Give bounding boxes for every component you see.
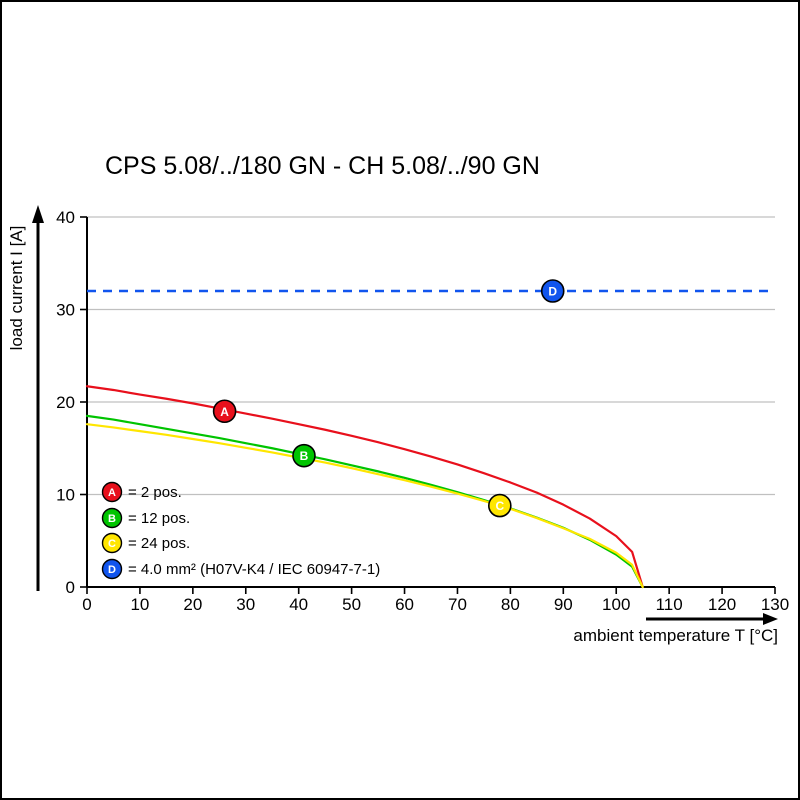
legend-label-B: = 12 pos. (128, 510, 190, 527)
x-tick-label: 130 (761, 595, 789, 614)
legend-swatch-C (101, 532, 123, 554)
curve-A (85, 385, 644, 589)
y-tick-label: 10 (56, 486, 75, 505)
x-tick-label: 0 (82, 595, 91, 614)
x-axis-label: ambient temperature T [°C] (573, 626, 778, 645)
legend-label-D: = 4.0 mm² (H07V-K4 / IEC 60947-7-1) (128, 561, 380, 578)
x-tick-label: 60 (395, 595, 414, 614)
x-tick-label: 110 (656, 595, 683, 614)
x-tick-label: 70 (448, 595, 467, 614)
legend-letter-A: A (108, 487, 116, 499)
marker-letter-B: B (300, 449, 309, 463)
curve-markers: A B C D (212, 279, 565, 518)
legend-letter-B: B (108, 513, 116, 525)
x-tick-label: 10 (130, 595, 149, 614)
x-tick-label: 80 (501, 595, 520, 614)
x-tick-label: 30 (236, 595, 255, 614)
legend: A = 2 pos. B = 12 pos. C = 24 pos. D = 4.0 mm² … (101, 481, 380, 580)
axes: 0 10 20 30 40 50 60 70 80 90 100 110 120 130 0 10 20 30 40 (56, 208, 789, 614)
curve-C (85, 423, 644, 589)
legend-swatch-A (101, 481, 123, 503)
legend-swatch-D (101, 558, 123, 580)
marker-letter-D: D (548, 285, 557, 299)
y-tick-label: 20 (56, 393, 75, 412)
y-tick-label: 30 (56, 301, 75, 320)
x-tick-label: 20 (183, 595, 202, 614)
marker-letter-C: C (495, 499, 504, 513)
x-tick-label: 120 (708, 595, 736, 614)
legend-swatch-B (101, 507, 123, 529)
marker-D (540, 279, 565, 303)
marker-C (487, 493, 512, 518)
x-tick-label: 50 (342, 595, 361, 614)
y-tick-label: 0 (66, 578, 75, 597)
curve-series (85, 385, 644, 589)
y-axis-label: load current I [A] (7, 226, 26, 351)
marker-B (292, 443, 316, 468)
marker-A (212, 399, 237, 424)
x-tick-label: 40 (289, 595, 308, 614)
legend-label-C: = 24 pos. (128, 535, 190, 552)
chart-title: CPS 5.08/../180 GN - CH 5.08/../90 GN (105, 152, 540, 180)
x-tick-label: 100 (602, 595, 630, 614)
x-axis-arrow (646, 613, 778, 625)
legend-label-A: = 2 pos. (128, 484, 182, 501)
gridlines (87, 216, 775, 496)
marker-letter-A: A (220, 405, 229, 419)
y-tick-label: 40 (56, 208, 75, 227)
legend-letter-D: D (108, 564, 116, 576)
legend-letter-C: C (108, 538, 116, 550)
y-axis-arrow (32, 205, 44, 591)
x-tick-label: 90 (554, 595, 573, 614)
